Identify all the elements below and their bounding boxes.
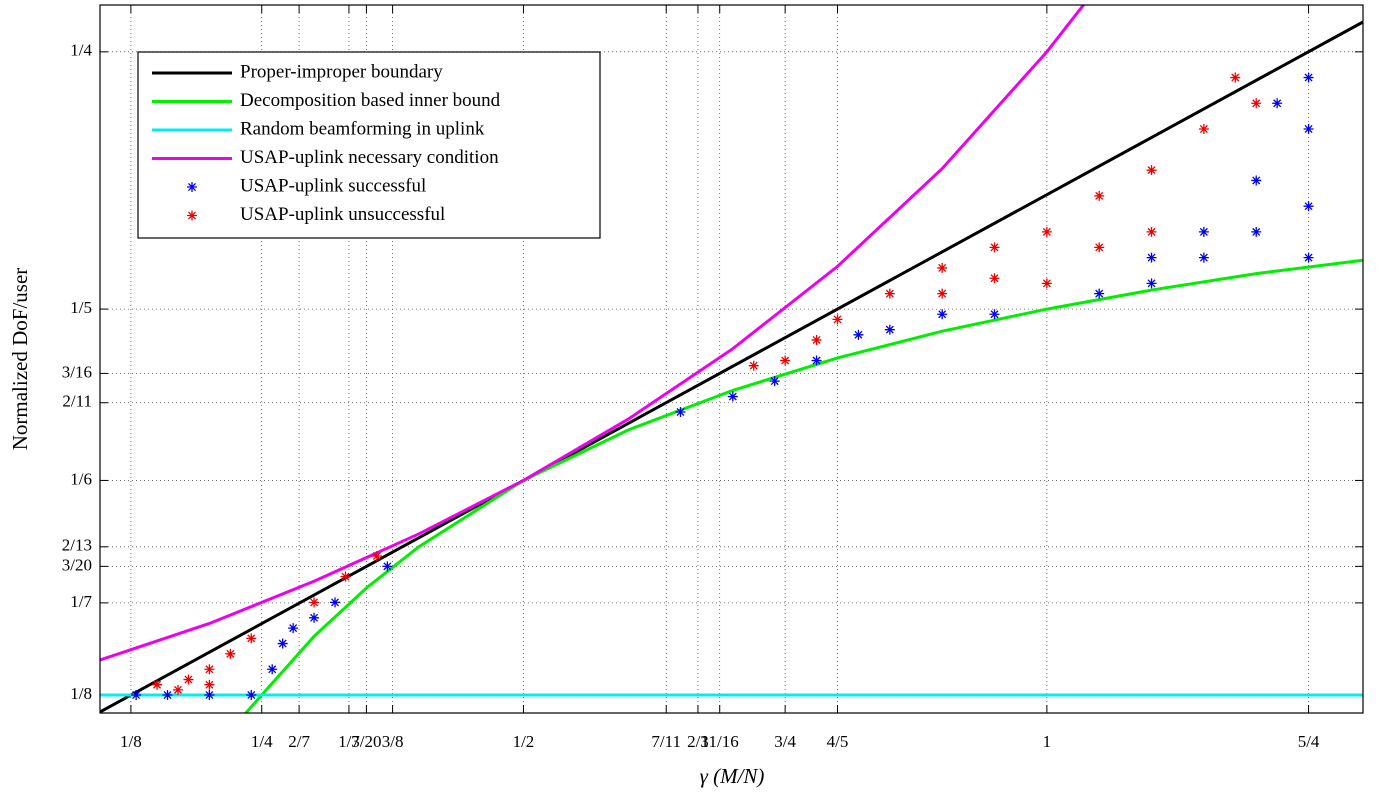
scatter-point [371,551,382,562]
scatter-point [1146,278,1157,289]
y-tick-label: 1/8 [70,684,92,703]
scatter-point [1094,288,1105,299]
scatter-point [937,309,948,320]
y-tick-label: 1/5 [70,298,92,317]
scatter-point [769,376,780,387]
scatter-point [884,288,895,299]
x-tick-label: 1/8 [120,732,142,751]
scatter-point [1198,252,1209,263]
scatter-point [853,329,864,340]
y-tick-label: 3/20 [62,555,92,574]
scatter-point [811,355,822,366]
legend-label: USAP-uplink necessary condition [240,147,499,168]
y-tick-label: 1/6 [70,469,92,488]
scatter-point [1230,72,1241,83]
scatter-point [937,262,948,273]
scatter-point [204,664,215,675]
x-tick-label: 5/4 [1298,732,1320,751]
scatter-point [1146,252,1157,263]
line-series [100,20,1363,713]
scatter-point [1146,165,1157,176]
scatter-point [780,355,791,366]
legend-label: Decomposition based inner bound [240,90,501,111]
scatter-point [382,561,393,572]
scatter-point [748,360,759,371]
scatter-point [309,612,320,623]
scatter-point [204,679,215,690]
scatter-point [340,571,351,582]
x-tick-label: 1/2 [513,732,535,751]
x-tick-label: 7/11 [651,732,681,751]
scatter-point [246,633,257,644]
scatter-point [1251,175,1262,186]
scatter-point [225,648,236,659]
scatter-point [152,679,163,690]
scatter-point [884,324,895,335]
y-axis-label: Normalized DoF/user [8,268,32,451]
scatter-point [1041,278,1052,289]
scatter-point [1303,124,1314,135]
y-tick-label: 3/16 [62,362,92,381]
scatter-point [131,689,142,700]
scatter-point [937,288,948,299]
scatter-point [832,314,843,325]
x-tick-label: 1/3 [338,732,360,751]
scatter-point [811,334,822,345]
scatter-point [1094,242,1105,253]
scatter-point [267,664,278,675]
axes-frame [99,4,1364,714]
scatter-point [989,273,1000,284]
scatter-point [246,689,257,700]
scatter-point [1146,226,1157,237]
legend: Proper-improper boundary Decomposition ba… [137,51,601,239]
scatter-point [330,597,341,608]
y-tick-label: 1/7 [70,592,92,611]
x-tick-label: 1 [1043,732,1052,751]
x-tick-label: 3/4 [774,732,796,751]
scatter-point [309,597,320,608]
x-tick-label: 1/4 [251,732,273,751]
line-series [100,5,1086,662]
scatter-point [1303,201,1314,212]
x-tick-label: 2/3 [687,732,709,751]
x-tick-label: 7/20 [351,732,381,751]
scatter-point [288,623,299,634]
legend-label: USAP-uplink unsuccessful [240,204,445,225]
x-tick-label: 4/5 [827,732,849,751]
scatter-point [1251,98,1262,109]
scatter-point [1094,190,1105,201]
scatter-point [1303,252,1314,263]
x-tick-label: 2/7 [288,732,310,751]
legend-swatch [187,210,197,221]
legend-label: Proper-improper boundary [240,61,443,82]
scatter-point [675,406,686,417]
y-tick-label: 2/11 [62,392,92,411]
plot-area [100,5,1363,713]
legend-label: USAP-uplink successful [240,175,426,196]
scatter-point [727,391,738,402]
scatter-point [162,689,173,700]
legend-box [137,51,601,239]
legend-label: Random beamforming in uplink [240,118,485,139]
x-tick-label: 3/8 [382,732,404,751]
scatter-point [989,309,1000,320]
scatter-point [204,689,215,700]
scatter-point [1198,124,1209,135]
y-tick-label: 2/13 [62,536,92,555]
scatter-point [183,674,194,685]
x-axis-label: γ (M/N) [700,764,765,788]
legend-swatch [187,182,197,192]
scatter-point [1272,98,1283,109]
scatter-point [172,684,183,695]
scatter-point [1198,226,1209,237]
scatter-point [277,638,288,649]
scatter-point [1041,226,1052,237]
x-tick-label: 11/16 [701,732,739,751]
scatter-point [1303,72,1314,83]
y-tick-label: 1/4 [70,41,92,60]
scatter-point [989,242,1000,253]
scatter-point [1251,226,1262,237]
